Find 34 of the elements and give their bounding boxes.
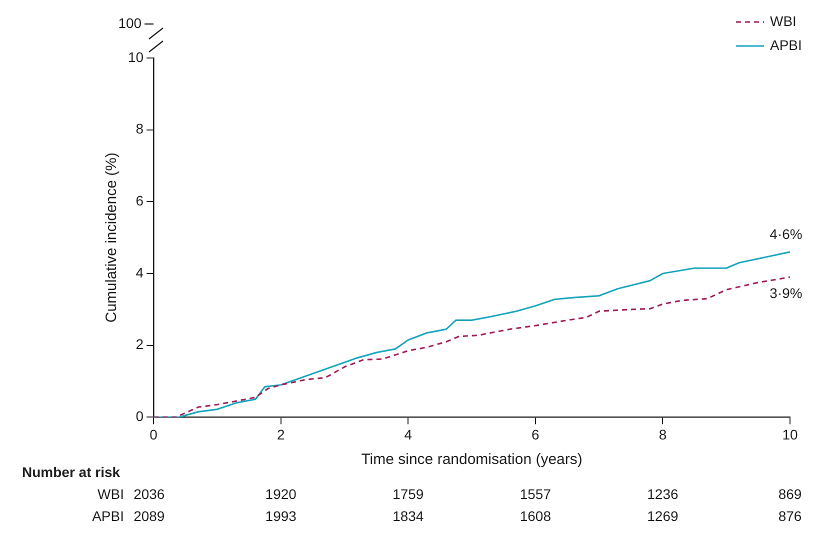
text: 1269 (647, 508, 678, 524)
annotation: 4·6% (770, 226, 802, 242)
y-tick-label: 8 (136, 120, 144, 137)
text: 2036 (134, 486, 165, 502)
text: Number at risk (22, 464, 120, 480)
x-tick-label: 6 (532, 426, 540, 442)
text: 869 (778, 486, 802, 502)
annotation: 3·9% (770, 284, 802, 301)
x-tick-label: 10 (782, 426, 798, 442)
text: 1759 (392, 486, 424, 502)
x-tick-label: 4 (404, 426, 412, 442)
text: 2089 (134, 508, 165, 524)
text: 100 (118, 14, 142, 31)
text: 1557 (520, 486, 552, 502)
text: 1608 (520, 508, 552, 524)
legend-label: APBI (770, 36, 802, 53)
y-tick-label: 4 (136, 264, 144, 280)
y-tick-label: 0 (136, 408, 144, 424)
text: 876 (778, 508, 802, 524)
text: 1834 (392, 508, 424, 524)
x-tick-label: 8 (658, 426, 667, 442)
text: 1993 (265, 508, 297, 524)
x-tick-label: 2 (276, 426, 285, 442)
legend-label: WBI (770, 12, 796, 29)
y-tick-label: 10 (128, 48, 144, 65)
text: 1236 (647, 486, 678, 502)
text: APBI (92, 508, 124, 524)
y-tick-label: 2 (136, 336, 144, 352)
y-tick-label: 6 (136, 192, 144, 209)
x-tick-label: 0 (150, 426, 158, 442)
y-axis-title: Cumulative incidence (%) (103, 152, 120, 323)
text: 1920 (265, 486, 297, 502)
text: WBI (98, 486, 124, 502)
x-axis-title: Time since randomisation (years) (361, 451, 582, 468)
